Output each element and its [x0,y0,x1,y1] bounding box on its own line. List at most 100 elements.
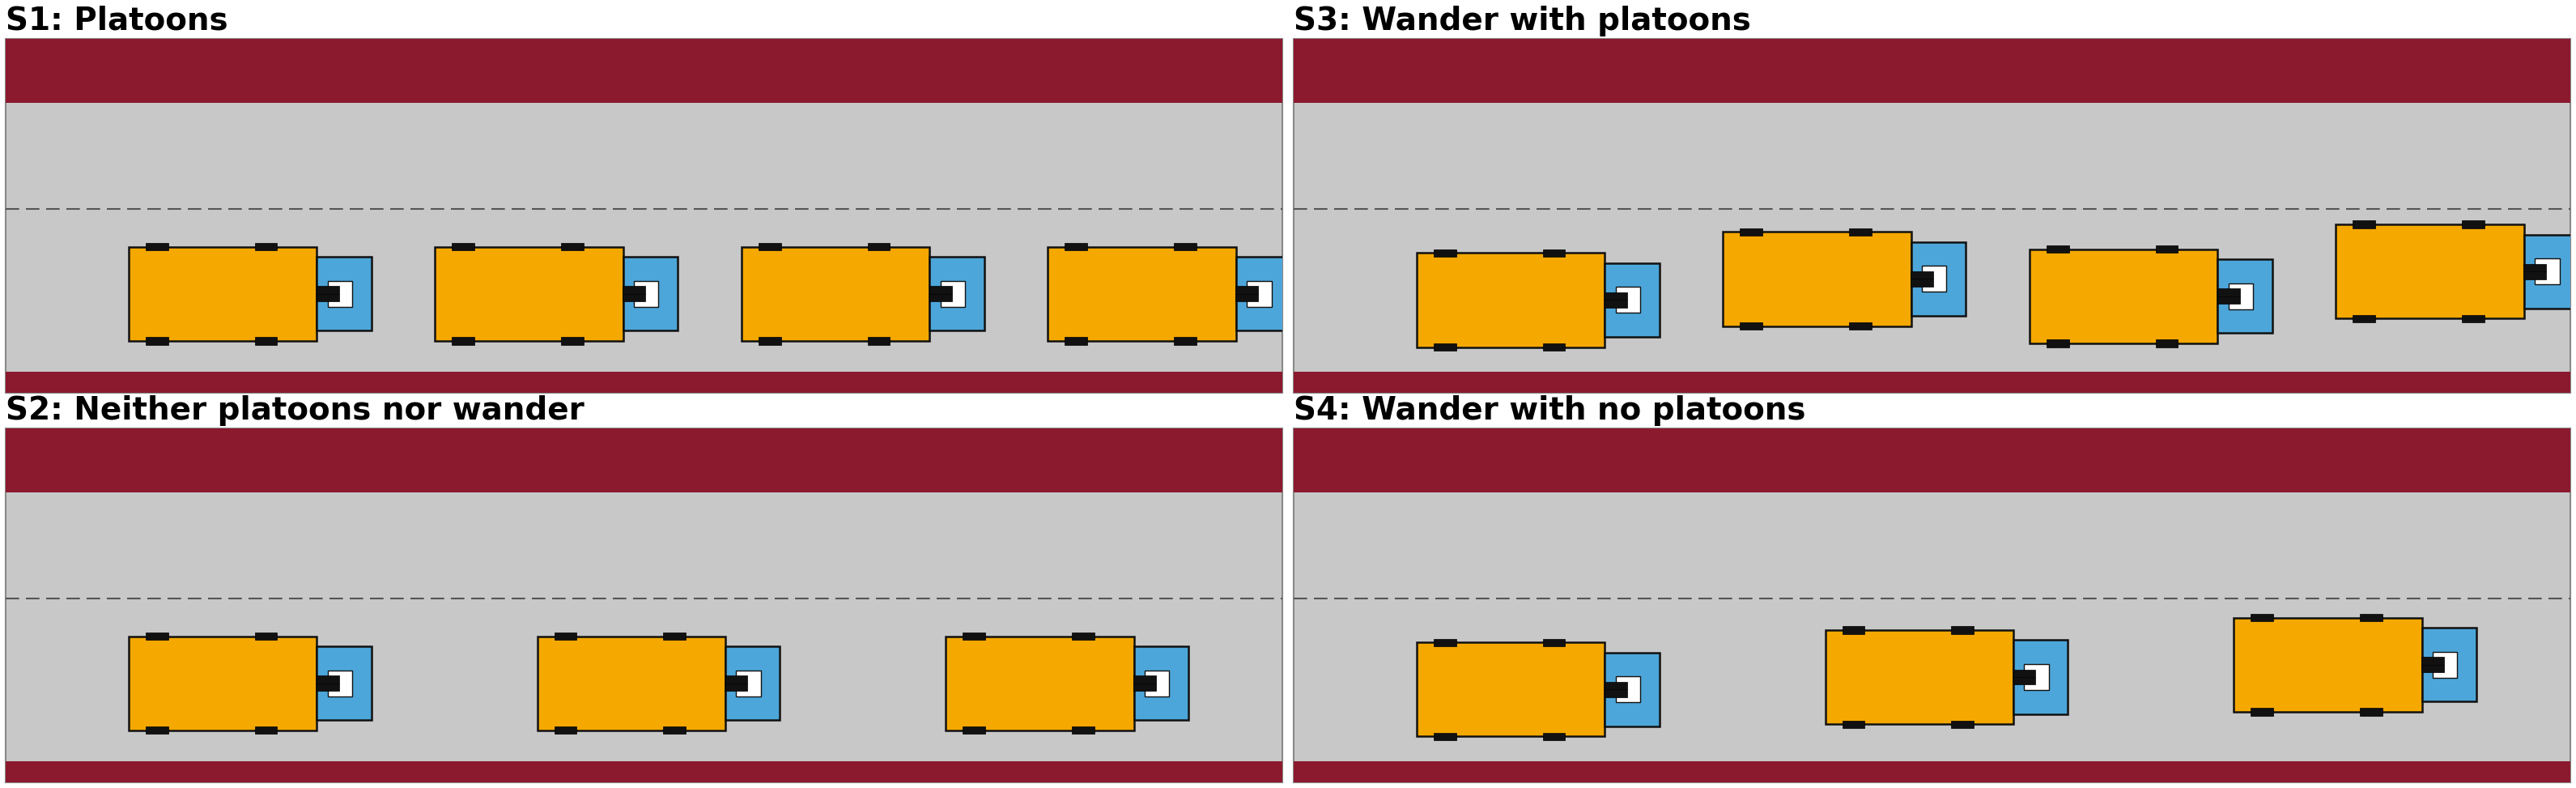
Bar [2014,640,2069,714]
Bar [945,636,1133,730]
Bar [129,247,317,341]
Bar [1739,322,1762,329]
Bar [2463,314,2483,322]
Bar [1064,243,1087,251]
Bar [1175,337,1195,344]
Bar [757,337,781,344]
Bar [1911,279,1935,286]
Bar [930,294,953,301]
Bar [1236,286,1257,294]
Bar [317,286,340,294]
Bar [1417,253,1605,347]
Bar [147,633,167,640]
Bar [1850,322,1873,329]
Bar [930,257,984,331]
Bar [1911,242,1965,316]
Bar [1293,372,2571,393]
Bar [255,727,278,734]
Bar [1615,677,1641,702]
Bar [2218,296,2241,304]
Bar [1293,429,2571,492]
Bar [1826,630,2014,724]
Bar [1133,683,1157,691]
Bar [930,286,953,294]
Bar [2251,708,2272,716]
Bar [1842,626,1865,634]
Bar [742,247,930,341]
Bar [5,372,1283,393]
Bar [1605,690,1628,697]
Bar [2432,652,2458,678]
Bar [2524,264,2545,272]
Bar [724,683,747,691]
Bar [1605,682,1628,690]
Bar [1435,638,1455,646]
Bar [2360,708,2383,716]
Bar [2336,225,2524,318]
Bar [2421,657,2445,665]
Bar [1543,344,1566,351]
Bar [451,243,474,251]
Bar [1850,228,1873,236]
Bar [2352,314,2375,322]
Bar [2025,664,2048,690]
Bar [1247,281,1273,307]
Bar [562,337,585,344]
Bar [1950,720,1973,728]
Bar [1133,676,1157,683]
Bar [1064,337,1087,344]
Bar [2463,221,2483,229]
Bar [1950,626,1973,634]
Bar [726,646,781,720]
Bar [2156,340,2179,347]
Bar [1072,633,1095,640]
Bar [868,337,891,344]
Bar [1293,761,2571,782]
Bar [1435,344,1455,351]
Bar [5,429,1283,492]
Bar [1236,294,1257,301]
Bar [1293,39,2571,102]
Bar [1605,652,1659,727]
Bar [2251,614,2272,622]
Bar [940,281,966,307]
Bar [1543,638,1566,646]
Bar [129,636,317,730]
Bar [623,294,647,301]
Bar [1615,287,1641,313]
Bar [317,683,340,691]
Bar [1144,671,1170,697]
Bar [2218,259,2272,333]
Bar [2012,670,2035,677]
Bar [662,633,685,640]
Bar [1435,249,1455,257]
Bar [1911,271,1935,279]
Bar [623,286,647,294]
Bar [1543,249,1566,257]
Bar [963,633,984,640]
Bar [255,337,278,344]
Bar [317,294,340,301]
Bar [634,281,659,307]
Bar [5,761,1283,782]
Bar [1048,247,1236,341]
Bar [2421,628,2476,701]
Bar [1605,300,1628,307]
Bar [1605,292,1628,300]
Bar [623,257,677,331]
Bar [147,337,167,344]
Bar [255,243,278,251]
Text: S3: Wander with platoons: S3: Wander with platoons [1293,6,1752,36]
Bar [757,243,781,251]
Bar [2012,677,2035,685]
Bar [1543,733,1566,740]
Bar [147,727,167,734]
Bar [562,243,585,251]
Bar [317,257,371,331]
Bar [327,671,353,697]
Bar [2228,284,2254,309]
Bar [737,671,760,697]
Bar [317,676,340,683]
Bar [1842,720,1865,728]
Bar [554,633,577,640]
